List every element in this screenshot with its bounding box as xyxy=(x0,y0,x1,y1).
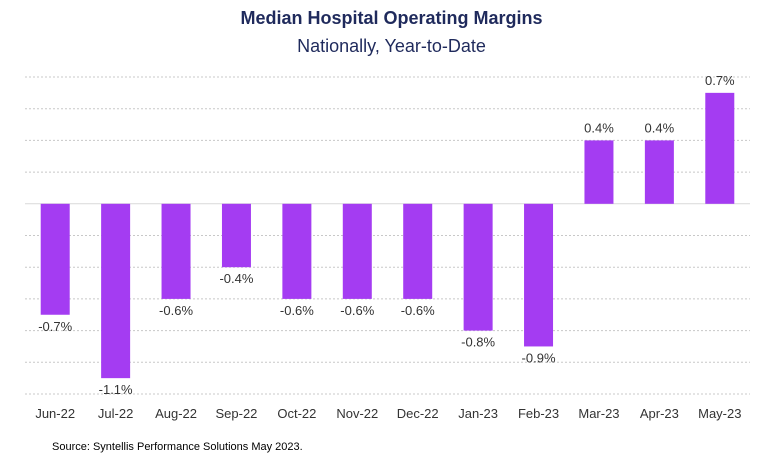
data-label-jun-22: -0.7% xyxy=(38,319,72,334)
bar-oct-22 xyxy=(282,203,312,299)
data-label-feb-23: -0.9% xyxy=(522,350,556,365)
chart-title: Median Hospital Operating Margins xyxy=(240,8,543,28)
gridlines xyxy=(25,76,750,395)
x-tick-jan-23: Jan-23 xyxy=(458,406,498,421)
bars xyxy=(40,92,735,379)
x-tick-nov-22: Nov-22 xyxy=(336,406,378,421)
x-tick-sep-22: Sep-22 xyxy=(215,406,257,421)
data-label-nov-22: -0.6% xyxy=(340,303,374,318)
data-label-oct-22: -0.6% xyxy=(280,303,314,318)
data-label-sep-22: -0.4% xyxy=(219,271,253,286)
data-label-aug-22: -0.6% xyxy=(159,303,193,318)
bar-feb-23 xyxy=(524,203,554,347)
x-tick-jun-22: Jun-22 xyxy=(35,406,75,421)
x-tick-aug-22: Aug-22 xyxy=(155,406,197,421)
source-note: Source: Syntellis Performance Solutions … xyxy=(52,441,303,453)
data-label-may-23: 0.7% xyxy=(705,73,735,88)
bar-jan-23 xyxy=(463,203,493,331)
bar-aug-22 xyxy=(161,203,191,299)
bar-apr-23 xyxy=(644,140,674,204)
bar-mar-23 xyxy=(584,140,614,204)
x-tick-apr-23: Apr-23 xyxy=(640,406,679,421)
data-label-jan-23: -0.8% xyxy=(461,335,495,350)
bar-may-23 xyxy=(705,92,735,204)
x-tick-mar-23: Mar-23 xyxy=(578,406,619,421)
data-label-dec-22: -0.6% xyxy=(401,303,435,318)
x-tick-dec-22: Dec-22 xyxy=(397,406,439,421)
data-labels: -0.7% -1.1% -0.6% -0.4% -0.6% -0.6% -0.6% -0.8%… xyxy=(38,73,735,397)
data-label-mar-23: 0.4% xyxy=(584,120,614,135)
x-tick-may-23: May-23 xyxy=(698,406,741,421)
bar-jun-22 xyxy=(40,203,70,315)
bar-sep-22 xyxy=(221,203,251,268)
x-tick-oct-22: Oct-22 xyxy=(277,406,316,421)
bar-nov-22 xyxy=(342,203,372,299)
x-tick-feb-23: Feb-23 xyxy=(518,406,559,421)
chart-subtitle: Nationally, Year-to-Date xyxy=(297,36,486,56)
data-label-apr-23: 0.4% xyxy=(645,120,675,135)
x-tick-jul-22: Jul-22 xyxy=(98,406,133,421)
data-label-jul-22: -1.1% xyxy=(99,382,133,397)
x-tick-labels: Jun-22 Jul-22 Aug-22 Sep-22 Oct-22 Nov-22 Dec-… xyxy=(35,406,741,421)
bar-jul-22 xyxy=(101,203,131,379)
bar-dec-22 xyxy=(403,203,433,299)
